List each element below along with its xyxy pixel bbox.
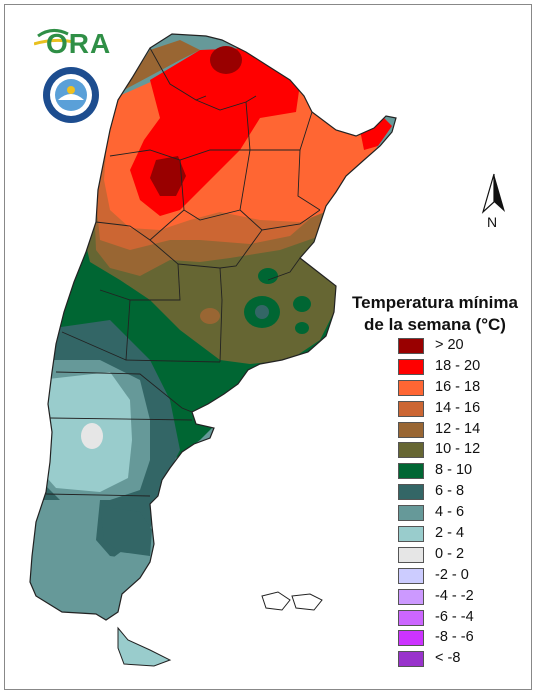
province-boundaries xyxy=(45,47,321,497)
tierra-del-fuego xyxy=(117,626,172,667)
legend-swatch xyxy=(398,338,424,354)
legend-title-line2: de la semana (°C) xyxy=(364,315,506,334)
legend-label: 14 - 16 xyxy=(435,399,481,416)
country-outline xyxy=(29,33,397,621)
legend-swatch xyxy=(398,484,424,501)
legend-swatch xyxy=(398,421,424,438)
legend-label: 10 - 12 xyxy=(435,441,481,458)
map-frame xyxy=(4,4,532,690)
legend-label: > 20 xyxy=(435,337,464,353)
legend-swatch xyxy=(398,400,424,417)
legend-label: 18 - 20 xyxy=(435,357,481,374)
legend-swatch xyxy=(398,588,424,605)
legend-label: -4 - -2 xyxy=(435,587,474,604)
legend-label: 4 - 6 xyxy=(435,504,465,521)
legend-title: Temperatura mínima de la semana (°C) xyxy=(340,292,530,336)
legend-swatch xyxy=(398,358,424,375)
legend-swatch xyxy=(398,546,424,563)
legend-label: 0 - 2 xyxy=(435,545,465,562)
legend-label: 2 - 4 xyxy=(435,525,465,542)
legend-title-line1: Temperatura mínima xyxy=(352,293,518,312)
legend-label: -8 - -6 xyxy=(435,629,474,646)
legend-swatch xyxy=(398,463,424,480)
north-arrow: N xyxy=(479,172,509,232)
legend-swatch xyxy=(398,609,424,626)
legend-label: < -8 xyxy=(435,650,461,667)
legend-swatch xyxy=(398,651,424,668)
legend-label: 16 - 18 xyxy=(435,378,481,395)
legend-label: -2 - 0 xyxy=(435,566,469,583)
legend-swatch xyxy=(398,379,424,396)
legend-swatch xyxy=(398,567,424,584)
malvinas-islands xyxy=(261,591,323,611)
legend-label: 12 - 14 xyxy=(435,420,481,437)
legend-swatch xyxy=(398,505,424,522)
legend-label: -6 - -4 xyxy=(435,608,474,625)
legend-label: 6 - 8 xyxy=(435,483,465,500)
smn-logo xyxy=(42,66,100,124)
ora-logo: ORA xyxy=(34,26,110,60)
legend-swatch xyxy=(398,526,424,543)
legend-swatch xyxy=(398,442,424,459)
north-label: N xyxy=(487,214,498,230)
legend-swatch xyxy=(398,630,424,647)
legend-label: 8 - 10 xyxy=(435,462,473,479)
